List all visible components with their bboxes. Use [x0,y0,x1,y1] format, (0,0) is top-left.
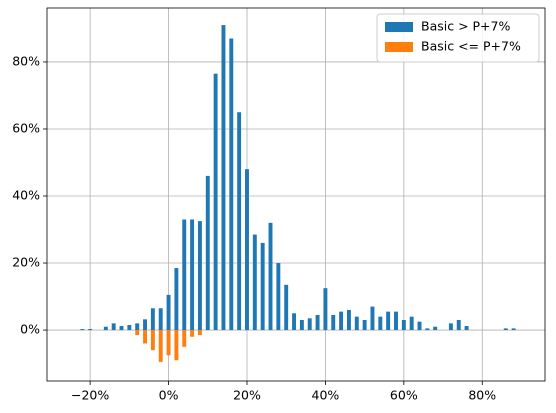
bar [143,319,147,331]
legend: Basic > P+7% Basic <= P+7% [376,13,540,63]
bar [221,25,226,331]
bar [245,169,249,331]
bar [158,330,163,362]
bar [119,326,124,331]
bar [394,311,398,331]
bar [229,38,234,331]
bar [190,330,195,337]
bar [378,316,383,331]
bar [182,219,187,331]
legend-swatch [385,42,413,52]
bar [448,323,453,331]
bar [190,219,195,331]
plot-frame [46,7,546,382]
legend-swatch [385,22,413,32]
bar [354,316,359,331]
bar [464,326,469,331]
bar [135,323,140,331]
bar [346,309,351,331]
bar [111,323,116,331]
bar [166,330,171,356]
bar [213,73,218,331]
bar [433,326,438,331]
bar [252,234,257,331]
bar [197,221,202,331]
x-tick-label: −20% [71,388,109,403]
bar [166,294,171,331]
bar [386,311,391,331]
bar [339,311,344,331]
bar [237,112,242,331]
bar [182,330,187,347]
bar [197,330,202,336]
bar [284,284,289,331]
bar [401,320,406,331]
x-tick-label: 40% [312,388,340,403]
bar [315,314,320,331]
bar [331,314,336,331]
x-tick-label: 80% [468,388,496,403]
x-tick-label: 0% [159,388,179,403]
y-tick-label: 20% [12,255,40,270]
bar [143,330,147,344]
y-tick-label: 0% [20,322,40,337]
x-tick-label: 60% [390,388,418,403]
y-tick-label: 80% [12,53,40,68]
bar [205,175,210,331]
legend-label: Basic <= P+7% [421,39,521,54]
bar [127,325,132,331]
legend-label: Basic > P+7% [421,19,510,34]
bar [409,316,414,331]
bar [370,306,375,331]
bar [417,321,422,331]
x-tick-label: 20% [233,388,261,403]
bar [268,222,273,331]
bar [511,328,516,331]
bar [135,330,140,336]
bar [299,320,304,331]
bar [174,330,179,361]
bar [158,308,163,331]
bar [362,320,367,331]
bar [260,242,265,331]
y-tick-label: 40% [12,188,40,203]
bar [307,318,312,331]
bar [103,326,108,331]
legend-box [376,13,540,63]
bar [174,268,179,331]
bar [292,313,296,331]
bar [88,329,93,331]
bar [150,308,155,331]
bar [323,288,328,331]
bar [80,329,85,331]
bar [456,320,461,331]
bar [503,328,508,331]
bar [276,263,281,331]
bar [150,330,155,351]
y-tick-label: 60% [12,120,40,135]
bar [425,328,430,331]
